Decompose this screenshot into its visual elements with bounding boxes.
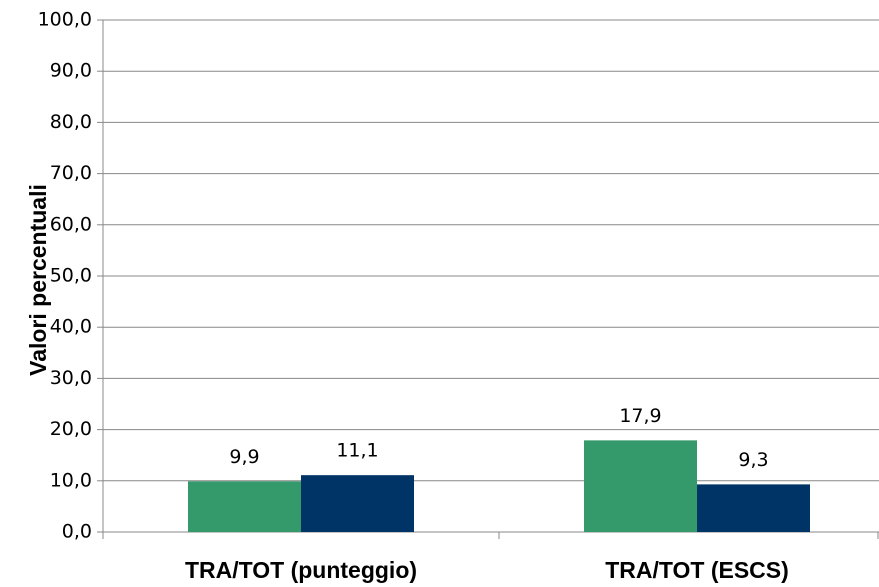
x-tick-label: TRA/TOT (ESCS): [605, 557, 789, 583]
y-tick-label: 30,0: [50, 367, 92, 389]
data-label: 11,1: [336, 440, 378, 462]
y-tick-label: 100,0: [38, 9, 92, 31]
x-tick-label: TRA/TOT (punteggio): [185, 557, 417, 583]
bar: [584, 440, 697, 532]
data-label: 9,9: [229, 446, 259, 468]
data-label: 17,9: [619, 405, 661, 427]
y-tick-label: 90,0: [50, 60, 92, 82]
y-tick-label: 80,0: [50, 111, 92, 133]
data-label: 9,3: [738, 449, 768, 471]
y-tick-label: 70,0: [50, 162, 92, 184]
y-tick-label: 40,0: [50, 316, 92, 338]
bar: [697, 484, 810, 532]
y-tick-label: 10,0: [50, 469, 92, 491]
y-tick-label: 50,0: [50, 265, 92, 287]
y-tick-label: 20,0: [50, 418, 92, 440]
y-axis-label: Valori percentuali: [25, 184, 51, 376]
bar: [188, 481, 301, 532]
y-tick-label: 0,0: [62, 521, 92, 543]
y-tick-label: 60,0: [50, 213, 92, 235]
bar: [301, 475, 414, 532]
